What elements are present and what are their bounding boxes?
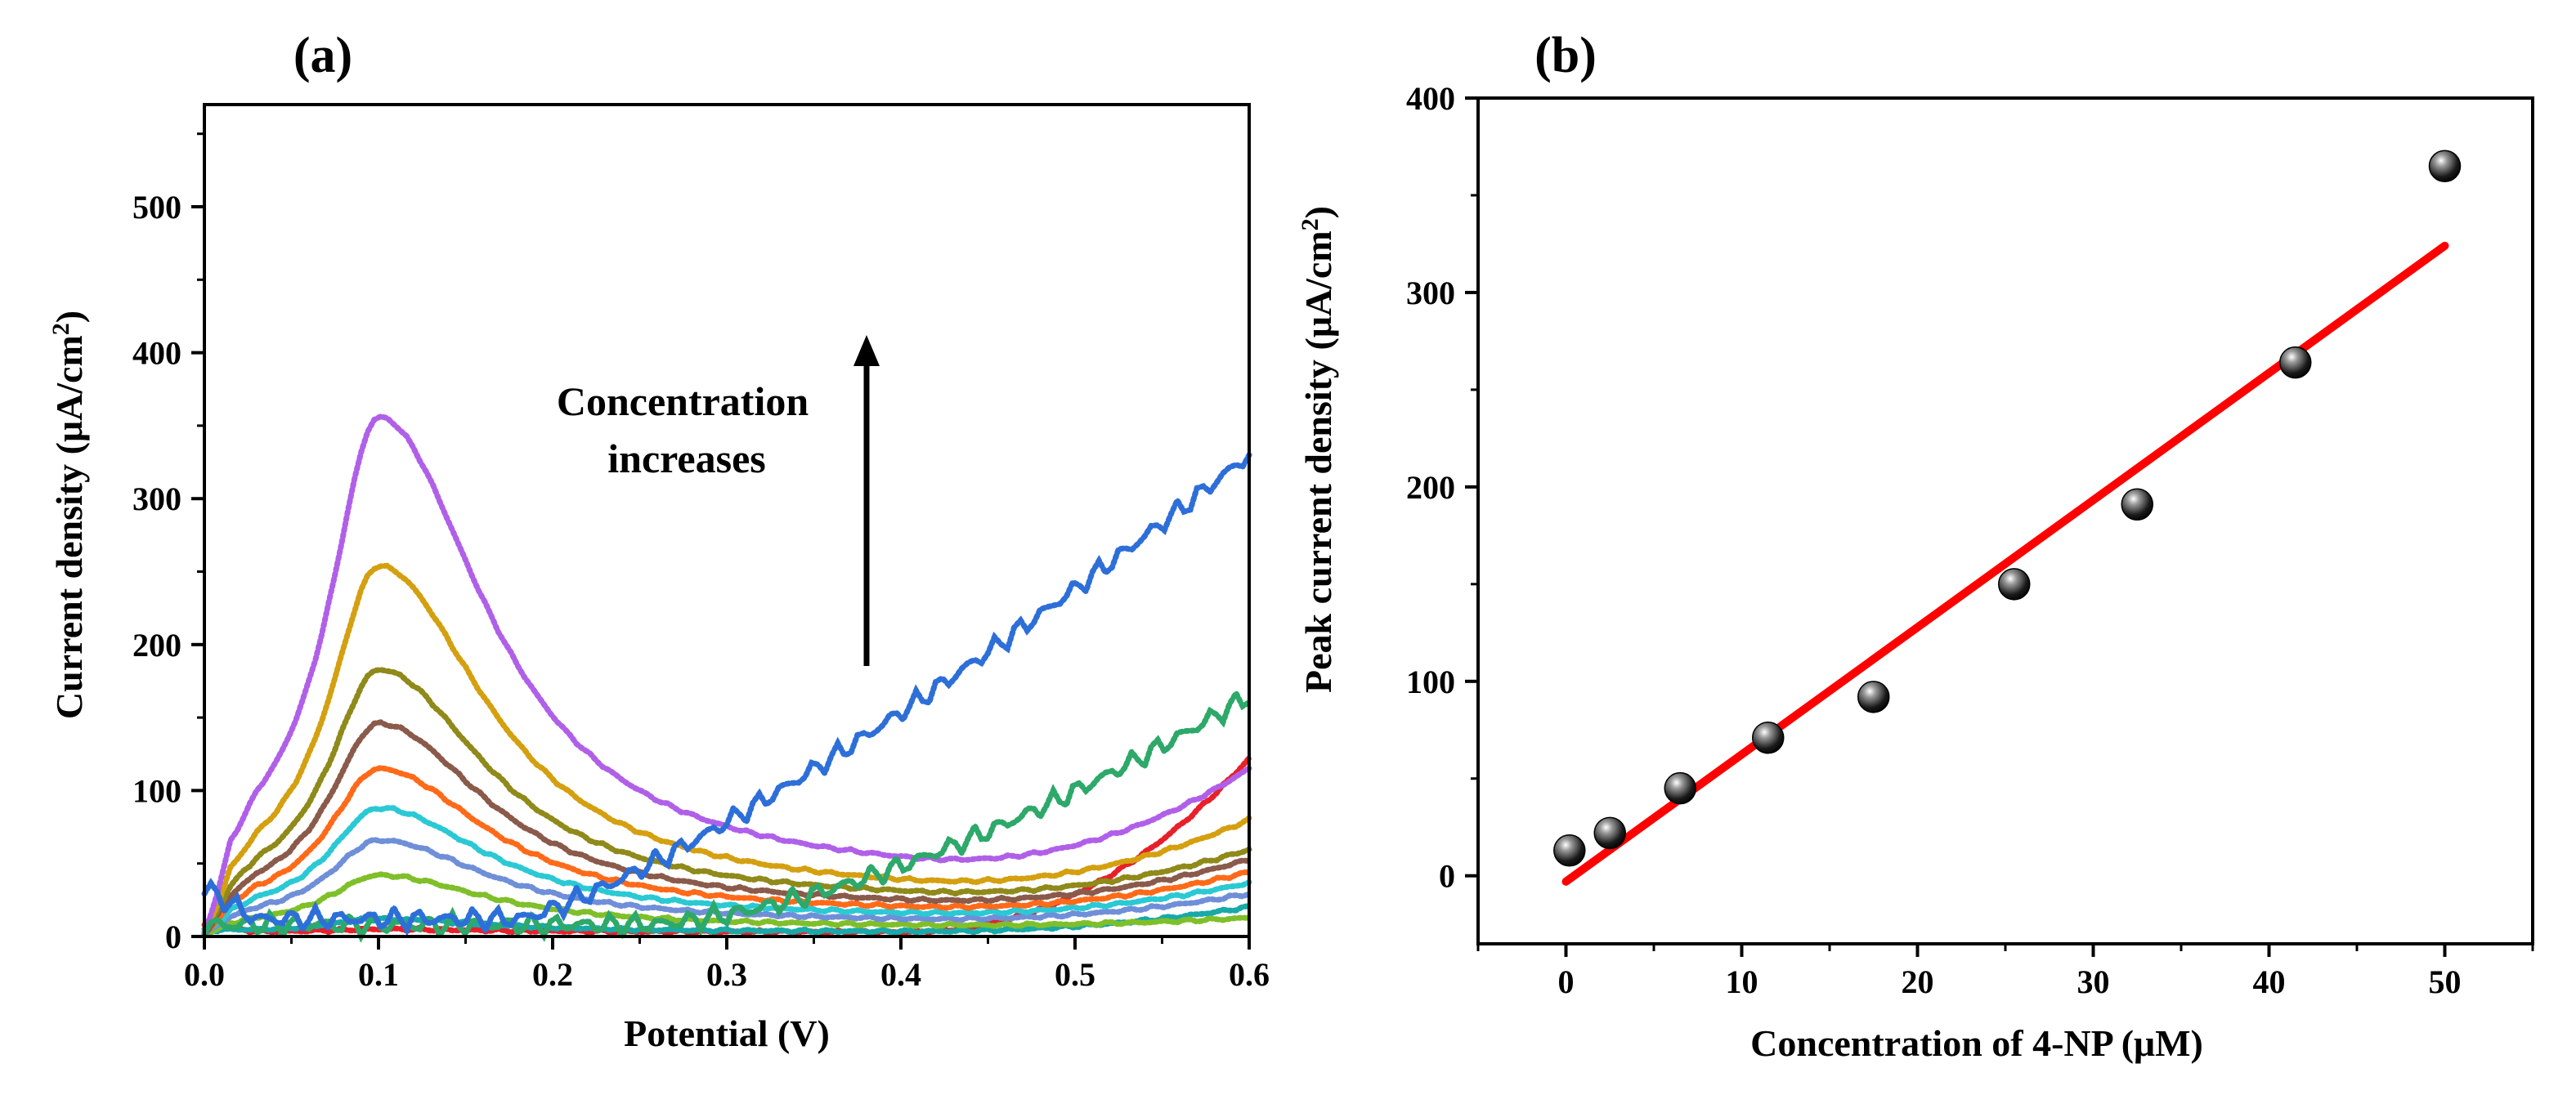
data-point bbox=[1593, 816, 1626, 850]
panel-b-y-tick-label: 100 bbox=[1406, 664, 1455, 700]
panel-a-x-tick-label: 0.1 bbox=[358, 956, 399, 993]
panel-b-y-tick-label: 400 bbox=[1406, 80, 1455, 117]
panel-b-x-tick-label: 20 bbox=[1902, 963, 1934, 1000]
panel-a-series-core bbox=[203, 564, 1250, 933]
annotation-line-1: Concentration bbox=[557, 378, 809, 424]
panel-a-series-core bbox=[204, 838, 1250, 936]
annotation-line-2: increases bbox=[607, 436, 765, 481]
panel-b-fit bbox=[1561, 241, 2449, 886]
panel-a-plot-frame bbox=[203, 103, 1251, 938]
panel-a-y-tick-label: 200 bbox=[132, 627, 181, 664]
panel-b-x-axis-title: Concentration of 4-NP (μM) bbox=[1750, 1022, 2203, 1064]
panel-b-x-tick-label: 50 bbox=[2429, 963, 2462, 1000]
panel-b-label: (b) bbox=[1534, 28, 1597, 83]
data-point bbox=[1664, 771, 1696, 805]
panel-a-curves bbox=[201, 413, 1252, 944]
panel-a-series-core bbox=[203, 454, 1251, 934]
panel-a-y-axis-title: Current density (μA/cm2) bbox=[47, 311, 91, 719]
panel-a-x-tick-label: 0.3 bbox=[706, 956, 747, 993]
data-point bbox=[1553, 834, 1586, 867]
panel-b-y-tick-label: 300 bbox=[1406, 275, 1455, 311]
panel-b-x-tick-label: 0 bbox=[1558, 963, 1575, 1000]
panel-a-y-tick-label: 0 bbox=[165, 918, 181, 955]
panel-a-y-ticks: 0 100 200 300 400 500 bbox=[132, 132, 204, 955]
linear-fit-line bbox=[1561, 241, 2449, 886]
panel-a-y-tick-label: 100 bbox=[132, 772, 181, 809]
panel-b-y-axis-title: Peak current density (μA/cm2) bbox=[1297, 206, 1340, 693]
panel-a-series-core bbox=[203, 721, 1250, 936]
panel-a-series-core bbox=[204, 766, 1249, 935]
panel-a-x-tick-label: 0.4 bbox=[880, 956, 921, 993]
panel-b-x-tick-label: 40 bbox=[2253, 963, 2286, 1000]
panel-a-x-tick-label: 0.0 bbox=[184, 956, 225, 993]
data-point bbox=[2121, 488, 2153, 521]
panel-a-x-tick-label: 0.6 bbox=[1229, 956, 1270, 993]
panel-a-y-tick-label: 400 bbox=[132, 335, 181, 372]
data-point bbox=[1857, 681, 1890, 713]
panel-a-series-core bbox=[203, 807, 1250, 935]
data-point bbox=[1998, 568, 2031, 601]
panel-a-label: (a) bbox=[293, 28, 352, 83]
panel-a-x-axis-title: Potential (V) bbox=[624, 1012, 830, 1054]
panel-b-x-ticks: 0 10 20 30 40 50 bbox=[1476, 944, 2534, 1000]
panel-b-x-tick-label: 10 bbox=[1726, 963, 1758, 1000]
panel-a-x-ticks: 0.0 0.1 0.2 0.3 0.4 0.5 0.6 bbox=[184, 936, 1270, 993]
panel-a-y-tick-label: 300 bbox=[132, 480, 181, 517]
concentration-arrow bbox=[853, 335, 880, 666]
panel-a: (a) 0.0 0.1 0.2 0.3 0.4 0.5 0.6 0 100 200 300 400 5… bbox=[47, 28, 1270, 1054]
panel-a-x-tick-label: 0.2 bbox=[532, 956, 573, 993]
panel-b-y-ticks: 0 100 200 300 400 bbox=[1406, 80, 1478, 895]
panel-a-series-core bbox=[203, 668, 1250, 935]
panel-b-points bbox=[1553, 150, 2462, 867]
panel-b-x-tick-label: 30 bbox=[2077, 963, 2110, 1000]
panel-a-x-tick-label: 0.5 bbox=[1055, 956, 1095, 993]
panel-b-y-tick-label: 200 bbox=[1406, 469, 1455, 506]
panel-a-y-tick-label: 500 bbox=[132, 189, 181, 226]
data-point bbox=[2279, 346, 2312, 379]
panel-b-plot-frame bbox=[1476, 96, 2534, 945]
panel-b: (b) 0 10 20 30 40 50 0 100 200 300 400 Concentrat… bbox=[1297, 28, 2534, 1064]
data-point bbox=[2428, 150, 2462, 183]
data-point bbox=[1752, 722, 1785, 754]
panel-b-y-tick-label: 0 bbox=[1439, 858, 1455, 895]
